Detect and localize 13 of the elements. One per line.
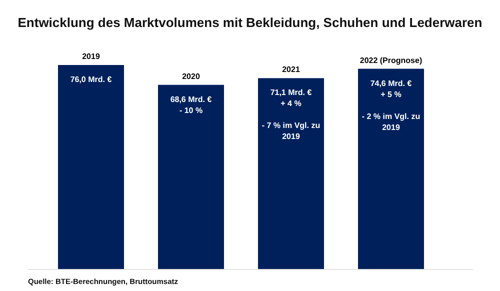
x-tick-label: 2021 [282,65,300,74]
x-tick-label: 2019 [82,52,100,61]
bar [58,65,124,269]
bar [158,84,224,269]
data-label: 76,0 Mrd. € [70,75,112,84]
x-tick-label: 2020 [182,72,200,81]
bar [258,78,324,269]
data-label: 68,6 Mrd. € - 10 % [170,94,212,115]
text: 71,1 Mrd. € + 4 % - 7 % im Vgl. zu 2019 [262,88,320,142]
text: 74,6 Mrd. € + 5 % - 2 % im Vgl. zu 2019 [362,78,420,132]
bar [358,68,424,269]
x-tick-label: 2022 (Prognose) [360,56,422,65]
chart-title: Entwicklung des Marktvolumens mit Bekleidung, Schuhen und Lederwaren [18,15,482,30]
